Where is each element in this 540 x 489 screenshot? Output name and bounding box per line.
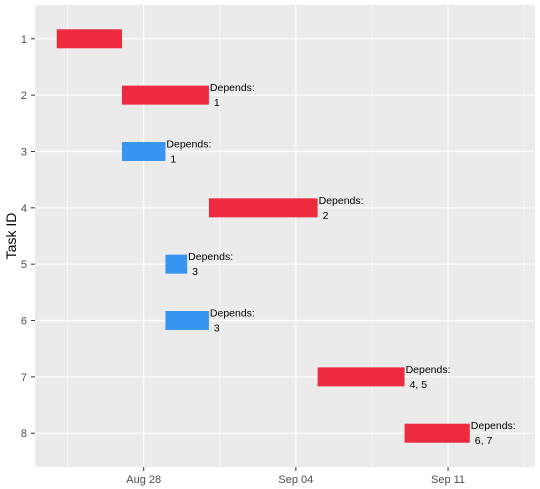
task-bars — [56, 29, 470, 443]
task-bar-7 — [317, 367, 405, 387]
task-bar-1 — [56, 29, 122, 49]
dependency-label-title: Depends: — [166, 138, 211, 150]
dependency-label-title: Depends: — [188, 251, 233, 263]
plot-panel — [35, 5, 535, 467]
y-tick-label: 7 — [21, 372, 27, 384]
x-axis: Aug 28 Sep 04 Sep 11 — [126, 467, 465, 486]
y-tick-label: 1 — [21, 34, 27, 46]
y-tick-label: 3 — [21, 146, 27, 158]
dependency-label-value: 6, 7 — [475, 435, 493, 447]
y-tick-label: 6 — [21, 316, 27, 328]
dependency-label-value: 3 — [214, 323, 220, 335]
dependency-label-value: 2 — [323, 210, 329, 222]
x-tick-label: Sep 04 — [278, 474, 313, 486]
task-bar-8 — [404, 423, 470, 443]
task-bar-5 — [165, 254, 188, 274]
dependency-label-title: Depends: — [210, 82, 255, 94]
y-axis-title: Task ID — [3, 213, 19, 260]
task-bar-6 — [165, 311, 209, 331]
major-gridlines — [35, 5, 535, 467]
dependency-label-value: 1 — [214, 97, 220, 109]
y-tick-label: 5 — [21, 259, 27, 271]
y-axis: 1 2 3 4 5 6 7 8 — [21, 34, 35, 440]
x-tick-label: Aug 28 — [126, 474, 161, 486]
dependency-label-title: Depends: — [210, 308, 255, 320]
dependency-label-value: 4, 5 — [410, 379, 428, 391]
y-tick-label: 4 — [21, 203, 27, 215]
task-bar-2 — [121, 85, 209, 105]
x-tick-label: Sep 11 — [431, 474, 465, 486]
dependency-label-value: 1 — [170, 153, 176, 165]
dependency-labels: Depends: 1 Depends: 1 Depends: 2 Depends: 3 Depe… — [166, 82, 515, 447]
y-tick-label: 2 — [21, 90, 27, 102]
task-bar-4 — [208, 198, 318, 218]
dependency-label-title: Depends: — [319, 195, 364, 207]
dependency-label-title: Depends: — [406, 364, 451, 376]
y-tick-label: 8 — [21, 428, 27, 440]
dependency-label-title: Depends: — [471, 420, 516, 432]
minor-gridlines — [67, 5, 525, 467]
task-bar-3 — [121, 141, 166, 161]
dependency-label-value: 3 — [192, 266, 198, 278]
